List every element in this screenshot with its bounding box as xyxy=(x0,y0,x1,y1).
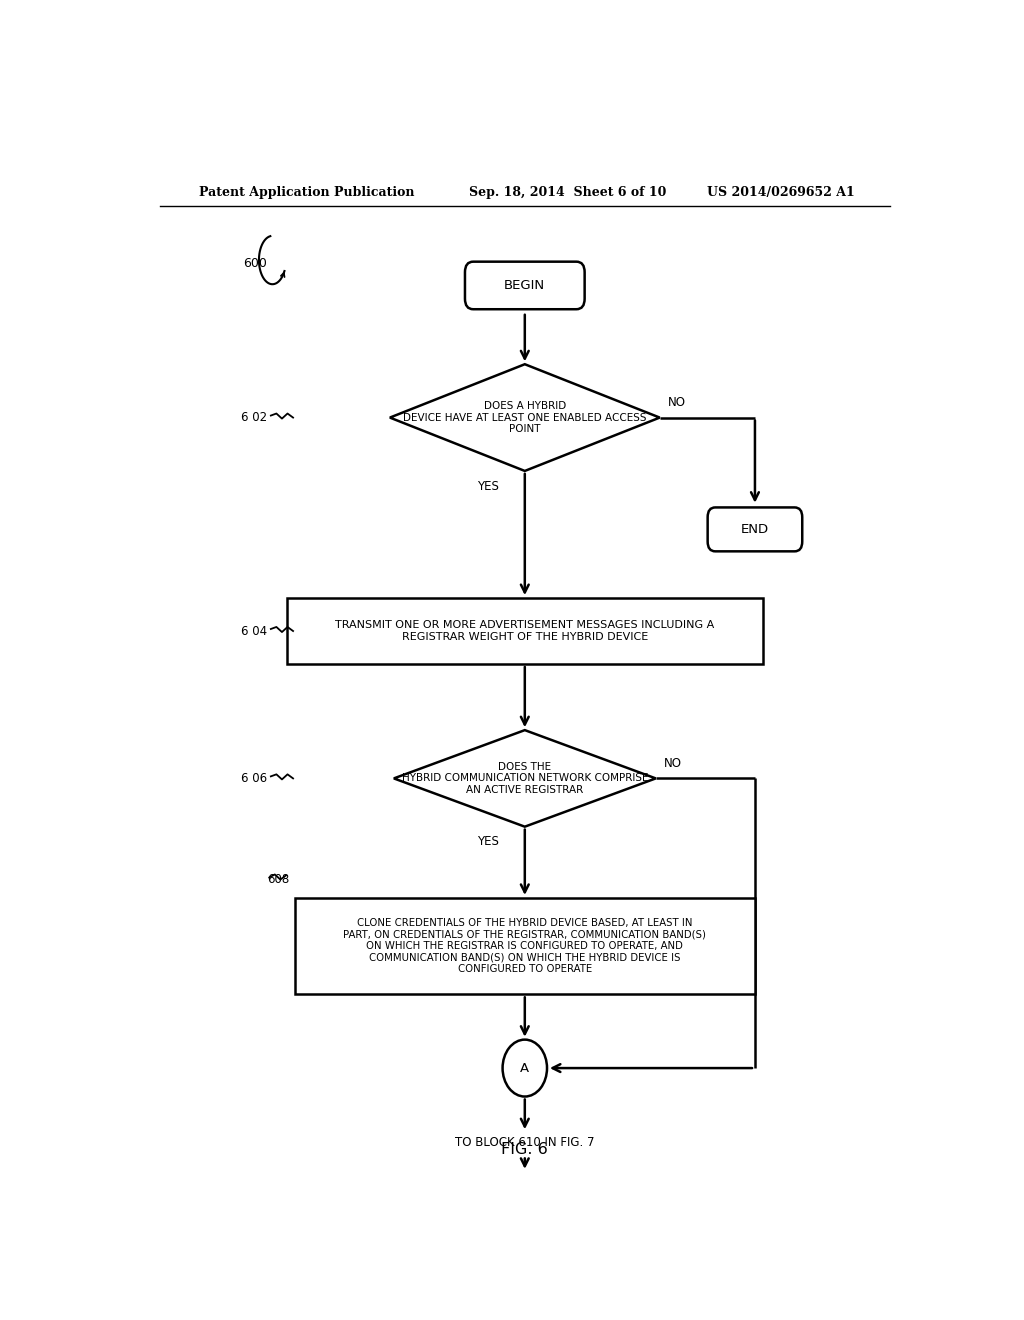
FancyBboxPatch shape xyxy=(465,261,585,309)
Text: 6 02: 6 02 xyxy=(241,411,267,424)
Text: FIG. 6: FIG. 6 xyxy=(502,1142,548,1156)
Text: Sep. 18, 2014  Sheet 6 of 10: Sep. 18, 2014 Sheet 6 of 10 xyxy=(469,186,667,199)
FancyBboxPatch shape xyxy=(708,507,802,552)
Polygon shape xyxy=(394,730,655,826)
Polygon shape xyxy=(390,364,659,471)
Text: YES: YES xyxy=(477,836,499,849)
Text: 600: 600 xyxy=(243,256,267,269)
Text: A: A xyxy=(520,1061,529,1074)
Ellipse shape xyxy=(503,1040,547,1097)
Text: BEGIN: BEGIN xyxy=(504,279,546,292)
Text: Patent Application Publication: Patent Application Publication xyxy=(200,186,415,199)
Text: NO: NO xyxy=(668,396,686,409)
FancyBboxPatch shape xyxy=(295,898,755,994)
Text: YES: YES xyxy=(477,479,499,492)
Text: CLONE CREDENTIALS OF THE HYBRID DEVICE BASED, AT LEAST IN
PART, ON CREDENTIALS O: CLONE CREDENTIALS OF THE HYBRID DEVICE B… xyxy=(343,917,707,974)
Text: END: END xyxy=(741,523,769,536)
Text: 608: 608 xyxy=(267,873,289,886)
Text: NO: NO xyxy=(664,756,682,770)
Text: 6 04: 6 04 xyxy=(241,624,267,638)
Text: 6 06: 6 06 xyxy=(241,772,267,785)
Text: DOES THE
HYBRID COMMUNICATION NETWORK COMPRISE
AN ACTIVE REGISTRAR: DOES THE HYBRID COMMUNICATION NETWORK CO… xyxy=(401,762,648,795)
FancyBboxPatch shape xyxy=(287,598,763,664)
Text: US 2014/0269652 A1: US 2014/0269652 A1 xyxy=(708,186,855,199)
Text: DOES A HYBRID
DEVICE HAVE AT LEAST ONE ENABLED ACCESS
POINT: DOES A HYBRID DEVICE HAVE AT LEAST ONE E… xyxy=(403,401,646,434)
Text: TRANSMIT ONE OR MORE ADVERTISEMENT MESSAGES INCLUDING A
REGISTRAR WEIGHT OF THE : TRANSMIT ONE OR MORE ADVERTISEMENT MESSA… xyxy=(335,620,715,642)
Text: TO BLOCK 610 IN FIG. 7: TO BLOCK 610 IN FIG. 7 xyxy=(455,1135,595,1148)
